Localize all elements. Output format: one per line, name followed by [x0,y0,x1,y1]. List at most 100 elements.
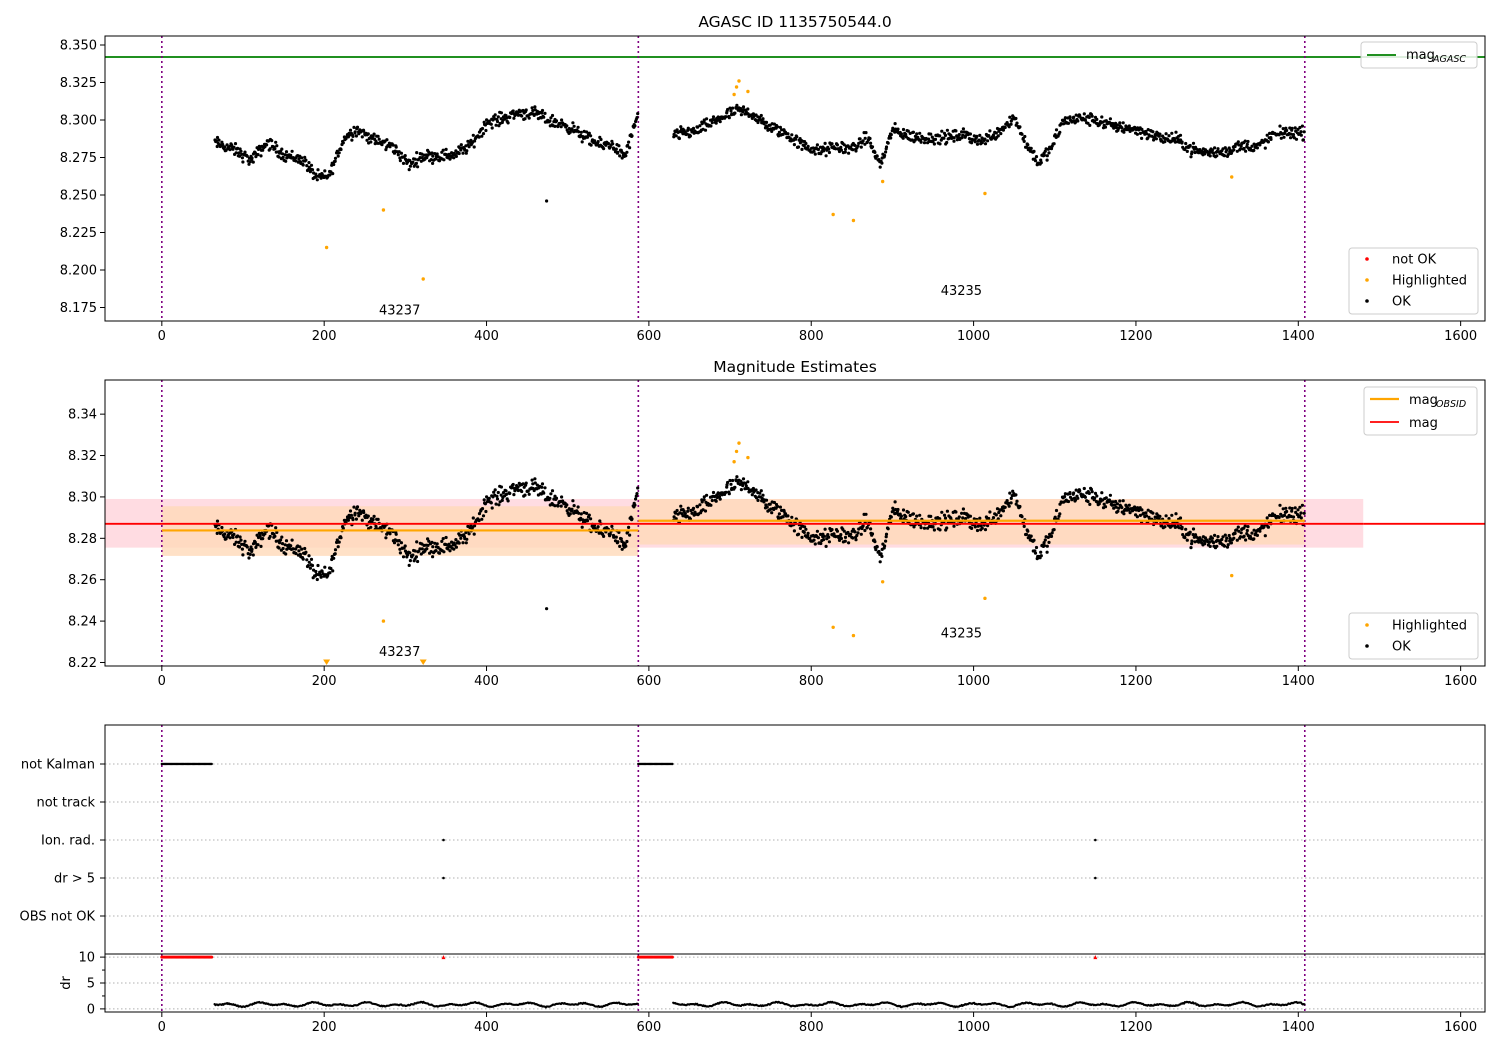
ok-point [781,515,785,519]
ok-point [435,152,439,156]
panel4-x-tick-label: 1200 [1119,1020,1152,1035]
ok-point [754,496,759,500]
ok-point [240,547,244,551]
ok-point [1122,512,1126,516]
obsid-label: 43237 [379,304,420,319]
ok-point [994,513,998,517]
ok-point [333,552,337,556]
ok-point [355,505,360,509]
ok-point [1174,512,1178,516]
ok-point [337,151,341,155]
ok-point [945,526,949,530]
panel3-plot-area [105,725,1485,954]
highlighted-point [746,89,750,94]
ok-point [431,555,435,559]
ok-point [268,147,272,151]
ok-point [473,524,477,528]
ok-point [1095,494,1099,498]
ok-point [1023,134,1027,139]
ok-point [806,534,810,538]
ok-point [818,145,823,149]
ok-point [1184,527,1188,531]
ok-point [859,145,863,149]
ok-point [1121,121,1125,125]
ok-point [975,142,980,146]
ok-point [983,528,988,532]
ok-point [870,532,875,536]
ok-point [339,147,343,152]
ok-point [234,151,238,155]
ok-point [273,147,277,151]
ok-point [804,527,808,531]
ok-point [883,153,887,158]
ok-point [357,514,361,518]
ok-point [1088,123,1092,127]
ok-point [333,548,338,552]
ok-point [328,173,332,177]
ok-point [1296,508,1300,512]
ok-point [630,134,634,138]
ok-point [458,533,462,537]
ok-point [690,511,694,515]
ok-point [1034,155,1039,159]
ok-point [454,149,458,153]
ok-point [1083,118,1087,122]
ok-point [560,495,564,499]
ok-point [396,153,400,157]
ok-point [263,532,267,536]
ok-point [847,541,851,545]
ok-point [703,128,708,132]
panel2-y-tick-label: 8.26 [68,573,97,588]
ok-point [347,516,352,520]
ok-point [1291,133,1296,137]
ok-point [675,128,679,132]
ok-point [1011,489,1015,493]
ok-point [673,511,678,515]
ok-point [759,113,763,118]
ok-point [843,150,847,154]
ok-point [1117,506,1121,510]
ok-point [1164,132,1168,136]
ok-point [251,553,255,557]
ok-point [543,111,547,115]
ok-point [702,498,706,502]
ok-point [284,539,289,543]
ok-point [619,537,623,541]
ok-point [1154,137,1158,141]
ok-point [297,549,301,553]
ok-point [1039,554,1043,558]
ok-point [1246,525,1250,529]
ok-point [480,517,484,521]
ok-point [933,137,938,141]
ok-point [1277,515,1281,520]
ok-point [759,489,763,493]
ok-point [568,512,572,516]
ok-point [851,536,855,540]
ok-point [761,493,765,497]
ok-point [961,516,965,520]
ok-point [531,108,535,113]
ok-point [543,486,547,490]
ok-point [431,545,435,549]
ok-point [1151,511,1155,515]
ok-point [978,516,982,520]
ok-point [1066,499,1071,504]
ok-point [585,135,590,139]
ok-point [1301,138,1305,142]
ok-point [957,133,961,137]
ok-point [281,546,285,551]
ok-point [506,121,510,125]
ok-point [954,510,958,514]
ok-point [1144,132,1149,136]
ok-point [508,491,512,495]
panel2-x-tick-label: 800 [799,674,824,689]
ok-point [350,138,354,142]
ok-point [945,128,950,132]
ok-point [215,144,219,149]
ok-point [896,127,900,131]
ok-point [275,144,279,148]
ok-point [487,119,491,123]
ok-point [524,481,528,485]
ok-point [241,553,245,557]
ok-point [523,117,527,121]
